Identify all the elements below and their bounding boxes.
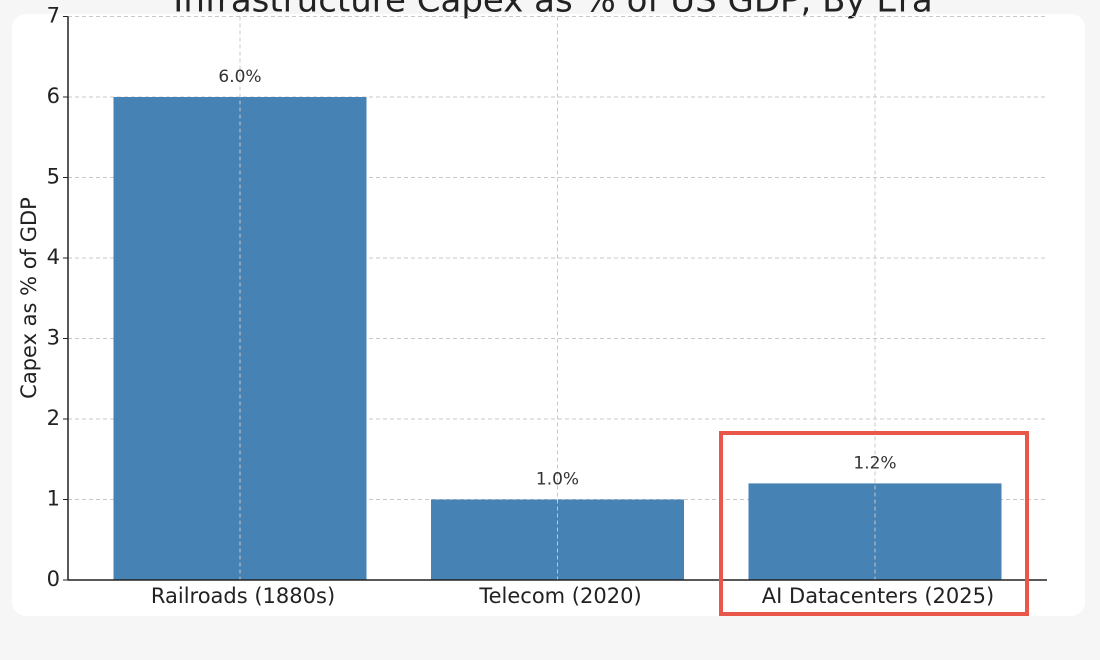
y-tick-label: 0	[47, 567, 60, 591]
x-tick-label: Telecom (2020)	[478, 584, 641, 608]
value-label: 1.0%	[536, 470, 579, 490]
y-tick-label: 1	[47, 487, 60, 511]
y-tick-label: 6	[47, 84, 60, 108]
value-label: 1.2%	[853, 453, 896, 473]
value-label: 6.0%	[218, 67, 261, 87]
chart-title: Infrastructure Capex as % of US GDP, By …	[173, 0, 932, 21]
x-tick-label: Railroads (1880s)	[151, 584, 335, 608]
y-tick-label: 7	[47, 4, 60, 28]
y-tick-label: 4	[47, 245, 60, 269]
highlight-box	[719, 431, 1029, 616]
y-tick-label: 3	[47, 326, 60, 350]
y-tick-label: 2	[47, 406, 60, 430]
bar	[431, 499, 684, 580]
y-axis-label: Capex as % of GDP	[17, 197, 41, 399]
y-tick-label: 5	[47, 165, 60, 189]
x-tick-label: AI Datacenters (2025)	[762, 584, 994, 608]
